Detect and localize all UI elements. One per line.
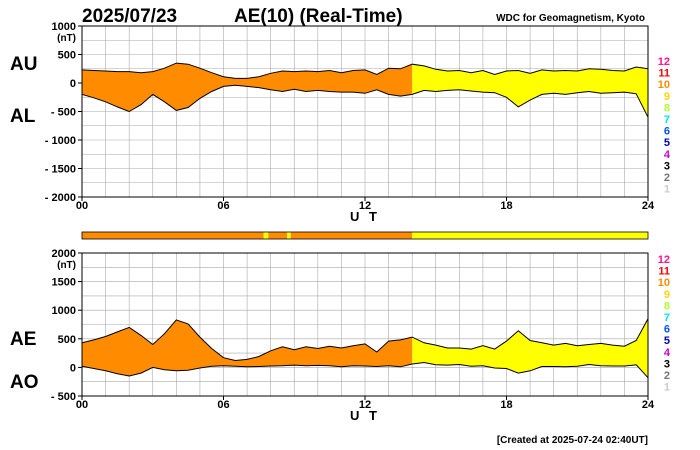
ae-ao-panel: 2000 1500 1000 500 0 - 500 (nT) 00 06 12 18 24 U T AE… [10,248,655,423]
x-tick-label: 00 [76,200,88,212]
x-tick-label: 18 [500,200,512,212]
legend-level-4: 4 [664,347,671,359]
series-label-lower: AO [10,372,39,393]
created-timestamp: [Created at 2025-07-24 02:40UT] [497,435,648,446]
y-tick-label: - 1000 [45,135,76,147]
condition-bar [81,231,649,240]
series-line-lower [82,84,648,118]
series-line-upper [82,62,648,79]
condition-segment [82,232,264,239]
condition-segment [268,232,288,239]
y-tick-label: 500 [58,334,76,346]
x-tick-label: 12 [359,200,371,212]
condition-bar-frame [81,231,649,240]
y-tick-label: - 500 [51,391,76,403]
series-label-upper: AU [10,54,37,75]
legend-level-2: 2 [664,370,670,382]
y-tick-label: 1500 [52,277,76,289]
legend-level-2: 2 [664,172,670,184]
y-tick-label: 1000 [52,305,76,317]
band-fill-yellow [412,64,648,118]
au-al-panel: 1000 500 0 - 500 - 1000 - 1500 - 2000 (nT) 00 06 1… [10,21,655,224]
chart-title: AE(10) (Real-Time) [234,6,403,27]
legend-level-5: 5 [664,137,670,149]
series-line-upper [82,318,648,362]
condition-segment [287,232,291,239]
legend-level-9: 9 [664,289,670,301]
y-tick-label: 1000 [52,21,76,33]
band-fill-yellow [412,318,648,378]
x-tick-label: 24 [642,200,655,212]
legend-level-1: 1 [664,382,670,394]
x-tick-label: 24 [642,399,655,411]
legend-level-4: 4 [664,149,671,161]
legend-level-7: 7 [664,114,670,126]
legend-level-6: 6 [664,324,670,336]
y-tick-label: - 1500 [45,164,76,176]
y-tick-label: 0 [70,78,76,90]
y-tick-label: - 2000 [45,192,76,204]
condition-segment [263,232,269,239]
legend-level-12: 12 [658,56,670,68]
legend-level-1: 1 [664,184,670,196]
legend-level-11: 11 [658,266,670,278]
y-tick-label: 2000 [52,248,76,260]
legend-level-8: 8 [664,102,670,114]
legend-level-3: 3 [664,160,670,172]
legend-level-12: 12 [658,254,670,266]
condition-segment [412,232,648,239]
y-unit-label: (nT) [57,260,76,271]
condition-segment [290,232,413,239]
y-tick-label: - 500 [51,107,76,119]
series-label-upper: AE [10,329,36,350]
legend-level-8: 8 [664,300,670,312]
x-tick-label: 06 [217,200,229,212]
x-tick-label: 18 [500,399,512,411]
series-line-lower [82,361,648,379]
y-tick-label: 500 [58,50,76,62]
band-fill-orange [82,63,413,112]
legend-level-11: 11 [658,68,670,80]
series-label-lower: AL [10,106,36,127]
chart-date: 2025/07/23 [82,6,177,27]
legend-level-5: 5 [664,335,670,347]
organization-label: WDC for Geomagnetism, Kyoto [496,13,645,24]
y-unit-label: (nT) [57,33,76,44]
y-tick-label: 0 [70,362,76,374]
legend-level-7: 7 [664,312,670,324]
x-tick-label: 00 [76,399,88,411]
x-axis-label: U T [350,209,380,224]
x-axis-label: U T [350,408,380,423]
x-tick-label: 06 [217,399,229,411]
legend-level-9: 9 [664,91,670,103]
legend-level-6: 6 [664,126,670,138]
legend-level-10: 10 [658,79,670,91]
legend-level-10: 10 [658,277,670,289]
legend-level-3: 3 [664,358,670,370]
x-tick-label: 12 [359,399,371,411]
